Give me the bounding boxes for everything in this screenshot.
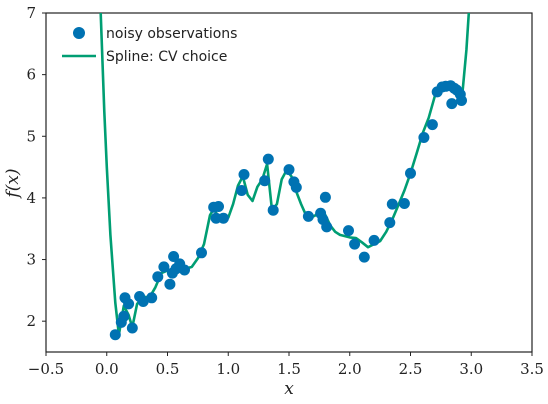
observation-point bbox=[319, 191, 331, 203]
observation-point bbox=[343, 225, 354, 237]
observation-point bbox=[126, 322, 138, 334]
observation-point bbox=[386, 198, 398, 210]
observation-point bbox=[456, 95, 467, 106]
observation-point bbox=[321, 221, 333, 233]
x-axis: −0.5 0.0 0.5 1.0 1.5 2.0 2.5 3.0 3.5 bbox=[28, 352, 544, 378]
observation-point bbox=[179, 264, 190, 276]
x-tick-label: 2.5 bbox=[399, 360, 423, 378]
observation-point bbox=[158, 261, 170, 273]
observation-point bbox=[398, 198, 410, 209]
observation-point bbox=[368, 234, 380, 246]
observation-point bbox=[109, 329, 121, 341]
observation-points bbox=[109, 80, 467, 341]
observation-point bbox=[164, 278, 176, 290]
x-tick-label: 0.0 bbox=[95, 360, 119, 378]
y-axis-label: f(x) bbox=[3, 168, 23, 199]
legend: noisy observations Spline: CV choice bbox=[62, 26, 237, 65]
observation-point bbox=[426, 119, 438, 131]
observation-point bbox=[262, 153, 274, 165]
legend-label-observations: noisy observations bbox=[106, 26, 237, 42]
observation-point bbox=[259, 175, 271, 187]
observation-point bbox=[267, 204, 279, 216]
observation-point bbox=[118, 310, 130, 322]
y-axis: 2 3 4 5 6 7 bbox=[26, 4, 46, 330]
y-tick-label: 2 bbox=[26, 312, 36, 330]
y-tick-label: 7 bbox=[26, 4, 36, 22]
x-tick-label: 1.5 bbox=[277, 360, 301, 378]
observation-point bbox=[238, 169, 250, 180]
x-tick-label: 2.0 bbox=[338, 360, 362, 378]
plot-area bbox=[99, 13, 471, 341]
observation-point bbox=[196, 247, 207, 259]
observation-point bbox=[236, 185, 248, 196]
observation-point bbox=[152, 271, 164, 283]
observation-point bbox=[358, 251, 370, 263]
x-tick-label: 3.5 bbox=[520, 360, 544, 378]
x-tick-label: −0.5 bbox=[28, 360, 64, 378]
x-tick-label: 0.5 bbox=[156, 360, 180, 378]
observation-point bbox=[405, 167, 416, 179]
x-tick-label: 1.0 bbox=[216, 360, 240, 378]
observation-point bbox=[446, 98, 458, 110]
observation-point bbox=[418, 132, 430, 143]
observation-point bbox=[217, 212, 229, 224]
y-tick-label: 3 bbox=[26, 251, 36, 269]
legend-label-spline: Spline: CV choice bbox=[106, 49, 227, 65]
observation-point bbox=[168, 251, 180, 262]
x-tick-label: 3.0 bbox=[459, 360, 483, 378]
observation-point bbox=[290, 181, 302, 193]
observation-point bbox=[123, 298, 135, 310]
y-tick-label: 4 bbox=[26, 189, 36, 207]
observation-point bbox=[302, 210, 314, 222]
y-tick-label: 6 bbox=[26, 66, 36, 84]
observation-point bbox=[213, 201, 224, 212]
observation-point bbox=[146, 292, 158, 304]
observation-point bbox=[283, 164, 295, 176]
legend-marker-observations bbox=[73, 27, 85, 39]
observation-point bbox=[137, 296, 149, 307]
y-tick-label: 5 bbox=[26, 127, 36, 145]
observation-point bbox=[384, 217, 396, 229]
x-axis-label: x bbox=[284, 379, 294, 399]
observation-point bbox=[349, 238, 361, 250]
